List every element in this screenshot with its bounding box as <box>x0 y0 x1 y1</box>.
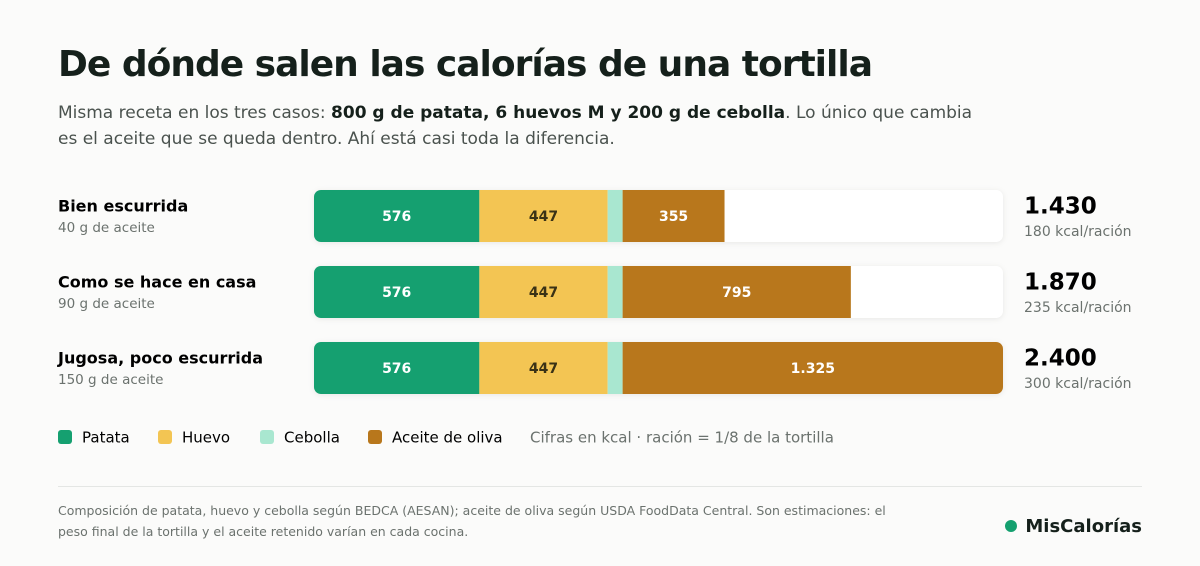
bar-segment <box>314 190 480 242</box>
total-label: 1.870 <box>1024 270 1097 296</box>
value-label: 576 <box>382 285 411 301</box>
legend-label: Aceite de oliva <box>392 429 503 447</box>
value-label: 355 <box>659 209 688 225</box>
bar-segment <box>607 190 623 242</box>
value-label: 447 <box>529 361 558 377</box>
bar-segment <box>607 266 623 318</box>
bar-segment <box>479 342 608 394</box>
serving-label: 180 kcal/ración <box>1024 224 1132 240</box>
divider <box>58 486 1142 487</box>
source: Composición de patata, huevo y cebolla s… <box>58 503 886 539</box>
serving-label: 300 kcal/ración <box>1024 376 1132 392</box>
category-label: Jugosa, poco escurrida <box>57 349 263 368</box>
legend-swatch <box>58 430 72 444</box>
total-label: 1.430 <box>1024 194 1097 220</box>
total-label: 2.400 <box>1024 346 1097 372</box>
category-note: 40 g de aceite <box>58 220 155 236</box>
bar-segment <box>479 266 608 318</box>
bar-segment <box>314 342 480 394</box>
legend-swatch <box>158 430 172 444</box>
legend-label: Huevo <box>182 429 230 447</box>
legend-label: Patata <box>82 429 130 447</box>
legend-swatch <box>368 430 382 444</box>
bar-group <box>314 342 1003 394</box>
bar-segment <box>314 266 480 318</box>
subtitle-text: Misma receta en los tres casos: <box>58 103 332 123</box>
subtitle-bold: 800 g de patata, 6 huevos M y 200 g de c… <box>331 103 786 123</box>
serving-label: 235 kcal/ración <box>1024 300 1132 316</box>
bar-segment <box>622 190 725 242</box>
chart: Bien escurrida 40 g de aceite 576 447 355 1.4… <box>57 190 1132 447</box>
value-label: 576 <box>382 361 411 377</box>
subtitle-text: . Lo único que cambia es el aceite que s… <box>58 103 973 149</box>
category-note: 90 g de aceite <box>58 296 155 312</box>
bar-segment <box>607 342 623 394</box>
value-label: 447 <box>529 285 558 301</box>
bar-segment <box>622 342 1003 394</box>
legend-label: Cebolla <box>284 429 340 447</box>
brand-name: MisCalorías <box>1025 516 1142 537</box>
category-label: Bien escurrida <box>58 197 188 216</box>
bar-segment <box>622 266 851 318</box>
chart-note: Cifras en kcal · ración = 1/8 de la tort… <box>530 429 834 447</box>
category-label: Como se hace en casa <box>58 273 256 292</box>
value-label: 1.325 <box>791 361 835 377</box>
subtitle: Misma receta en los tres casos: 800 g de… <box>58 100 978 152</box>
value-label: 795 <box>722 285 751 301</box>
value-label: 576 <box>382 209 411 225</box>
brand: MisCalorías <box>1005 516 1142 537</box>
title: De dónde salen las calorías de una torti… <box>58 44 873 85</box>
category-note: 150 g de aceite <box>58 372 163 388</box>
bar-group <box>314 266 851 318</box>
bar-segment <box>479 190 608 242</box>
legend-swatch <box>260 430 274 444</box>
bar-group <box>314 190 725 242</box>
brand-dot <box>1005 520 1018 532</box>
value-label: 447 <box>529 209 558 225</box>
